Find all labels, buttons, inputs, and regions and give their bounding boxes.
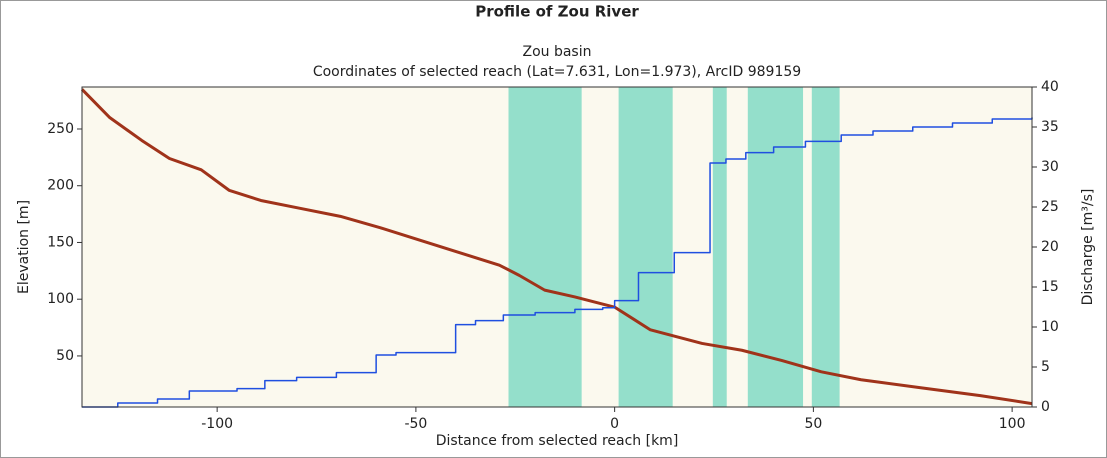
y2-tick-label: 25 [1041, 199, 1059, 215]
y2-tick-label: 40 [1041, 79, 1059, 95]
x-tick-label: 50 [804, 416, 822, 432]
data-line [82, 117, 1033, 408]
chart-title: Profile of Zou River [475, 3, 639, 21]
x-tick-label: -50 [404, 416, 427, 432]
plot-border [81, 86, 1033, 408]
y-tick-label: 200 [47, 178, 74, 194]
highlight-span [618, 87, 673, 407]
y-tick-label: 250 [47, 121, 74, 137]
y2-tick-label: 30 [1041, 159, 1059, 175]
x-tick-label: 0 [610, 416, 619, 432]
y-tick-label: 100 [47, 291, 74, 307]
chart-subtitle: Zou basin [522, 44, 591, 60]
y2-tick-label: 20 [1041, 239, 1059, 255]
y2-tick-label: 10 [1041, 319, 1059, 335]
chart-subtitle: Coordinates of selected reach (Lat=7.631… [313, 64, 801, 80]
x-axis-label: Distance from selected reach [km] [436, 433, 679, 449]
y-tick-label: 150 [47, 234, 74, 250]
y2-tick-label: 35 [1041, 119, 1059, 135]
highlight-span [508, 87, 582, 407]
y2-tick-label: 15 [1041, 279, 1059, 295]
highlight-span [811, 87, 840, 407]
x-tick-label: 100 [999, 416, 1026, 432]
highlight-span [712, 87, 727, 407]
y2-tick-label: 5 [1041, 359, 1050, 375]
x-tick-label: -100 [201, 416, 233, 432]
y-tick-label: 50 [56, 348, 74, 364]
y-axis-label: Elevation [m] [16, 200, 32, 294]
data-line [80, 88, 1033, 406]
y2-axis-label: Discharge [m³/s] [1080, 189, 1096, 306]
y2-tick-label: 0 [1041, 399, 1050, 415]
